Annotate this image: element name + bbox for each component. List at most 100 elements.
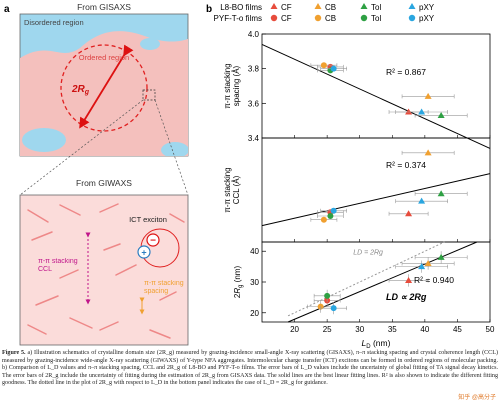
- point-L8-BO-CF: [405, 276, 413, 283]
- stripe-mark: [69, 317, 93, 329]
- legend-label-Tol: Tol: [371, 3, 381, 12]
- y-tick-label: 30: [250, 278, 259, 287]
- stripe-mark: [59, 269, 79, 279]
- x-axis-label: LD (nm): [362, 338, 391, 350]
- stripe-mark: [59, 204, 81, 216]
- caption-text: a) Illustration schematics of crystallin…: [2, 350, 499, 387]
- proportional-annotation: LD ∝ 2Rg: [386, 292, 427, 302]
- plot-frame-2: [261, 137, 491, 243]
- point-PYF-T-o-pXY: [330, 65, 337, 72]
- point-PYF-T-o-pXY: [330, 207, 337, 214]
- y-tick-label: 3.4: [248, 134, 260, 143]
- zoom-line-right: [154, 99, 189, 196]
- point-L8-BO-CB: [424, 260, 432, 267]
- point-PYF-T-o-pXY: [330, 305, 337, 312]
- point-PYF-T-o-CB: [320, 216, 327, 223]
- fit-line-2: [261, 173, 491, 227]
- stripe-mark: [169, 213, 185, 223]
- zoom-line-left: [19, 99, 144, 196]
- legend-circle-pXY: [408, 14, 416, 22]
- x-tick-label: 40: [420, 325, 429, 334]
- giwaxs-title: From GIWAXS: [76, 178, 132, 188]
- legend: L8-BO films PYF-T-o films CF CF CB CB Tol Tol pX…: [214, 3, 435, 23]
- point-PYF-T-o-Tol: [327, 213, 334, 219]
- ordered-label: Ordered region: [79, 53, 129, 62]
- stripe-mark: [159, 291, 177, 301]
- stripe-mark: [115, 264, 137, 276]
- legend-row2-label: PYF-T-o films: [214, 14, 262, 23]
- x-tick-label: 45: [453, 325, 462, 334]
- figure-caption: Figure 5. a) Illustration schematics of …: [2, 350, 498, 388]
- rg-label: 2Rg: [71, 84, 90, 96]
- ccl-label-box: π-π stacking CCL: [38, 258, 78, 273]
- panel-b-label: b: [206, 4, 212, 15]
- ict-label: ICT exciton: [129, 215, 167, 224]
- stripe-mark: [99, 321, 119, 331]
- stripe-mark: [27, 324, 47, 335]
- panel-a-label: a: [4, 4, 10, 15]
- caption-lead: Figure 5.: [2, 350, 26, 356]
- stripe-mark: [99, 203, 119, 213]
- legend-row1-label: L8-BO films: [220, 3, 262, 12]
- stripe-mark: [35, 295, 59, 306]
- r2-annotation-1: R² = 0.867: [386, 67, 426, 77]
- legend-triangle-CF: [270, 3, 278, 9]
- legend-label2-Tol: Tol: [371, 14, 381, 23]
- y-tick-label: 40: [250, 247, 259, 256]
- gisaxs-title: From GISAXS: [77, 2, 131, 12]
- dotted-guide-label: LD = 2Rg: [353, 249, 383, 256]
- legend-circle-Tol: [360, 14, 368, 22]
- point-L8-BO-Tol: [437, 111, 445, 118]
- y-axis-label-2: π-π stackingCCL (Å): [223, 167, 241, 212]
- stripe-mark: [103, 243, 121, 251]
- legend-label-CB: CB: [325, 3, 336, 12]
- x-tick-label: 35: [388, 325, 397, 334]
- svg-text:−: −: [150, 236, 156, 247]
- point-L8-BO-CF: [405, 210, 413, 217]
- legend-circle-CB: [314, 14, 322, 22]
- point-L8-BO-Tol: [437, 190, 445, 197]
- y-axis-label-3: 2Rg (nm): [233, 266, 244, 299]
- legend-label-pXY: pXY: [419, 3, 435, 12]
- point-L8-BO-CF: [405, 108, 413, 115]
- scatter-plots: 3.4 3.6 3.8 4.0 π-π stackingspacing (Å) R² = …: [223, 30, 495, 350]
- point-L8-BO-CB: [424, 92, 432, 99]
- legend-label-CF: CF: [281, 3, 292, 12]
- ccl-label: π-π stacking CCL: [38, 258, 78, 273]
- point-PYF-T-o-Tol: [324, 292, 331, 299]
- point-L8-BO-pXY: [418, 108, 426, 115]
- figure-canvas: a From GISAXS Disordered region Ordered …: [4, 2, 495, 350]
- gisaxs-box: [19, 13, 189, 157]
- r2-annotation-2: R² = 0.374: [386, 160, 426, 170]
- svg-text:+: +: [141, 248, 146, 258]
- legend-triangle-CB: [314, 3, 322, 9]
- watermark: 知乎 @高分子: [458, 395, 496, 401]
- y-axis-label-1: π-π stackingspacing (Å): [223, 63, 241, 108]
- dotted-guide-line: [287, 241, 445, 317]
- legend-triangle-Tol: [360, 3, 368, 9]
- plot-frame-1: [261, 33, 491, 139]
- stripe-mark: [149, 329, 171, 339]
- x-tick-label: 30: [355, 325, 364, 334]
- stripe-mark: [27, 209, 49, 223]
- legend-circle-CF: [270, 14, 278, 22]
- disordered-label: Disordered region: [24, 18, 84, 27]
- y-tick-label: 3.6: [248, 99, 260, 108]
- legend-triangle-pXY: [408, 3, 416, 9]
- legend-label2-pXY: pXY: [419, 14, 435, 23]
- spacing-label: π-π stacking spacing: [144, 280, 184, 295]
- y-tick-label: 3.8: [248, 65, 260, 74]
- r2-annotation-3: R² = 0.940: [414, 275, 454, 285]
- fit-line-1: [261, 43, 491, 149]
- point-PYF-T-o-CB: [320, 62, 327, 69]
- spacing-label-box: π-π stacking spacing: [144, 280, 184, 295]
- point-L8-BO-CB: [424, 149, 432, 156]
- x-tick-label: 25: [323, 325, 332, 334]
- x-tick-label: 20: [290, 325, 299, 334]
- y-tick-label: 4.0: [248, 30, 260, 39]
- point-L8-BO-pXY: [418, 263, 426, 270]
- y-tick-label: 20: [250, 309, 259, 318]
- legend-label2-CB: CB: [325, 14, 336, 23]
- x-tick-label: 50: [486, 325, 495, 334]
- stripe-mark: [31, 231, 53, 241]
